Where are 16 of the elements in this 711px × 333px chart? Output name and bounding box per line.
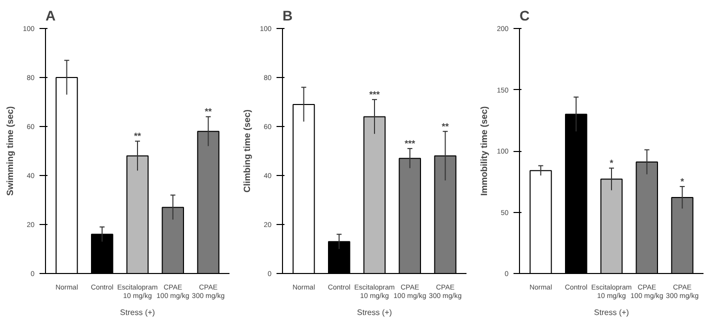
annotation: **: [134, 131, 142, 142]
y-axis-title: Immobility time (sec): [478, 106, 489, 196]
annotation: **: [442, 121, 450, 132]
annotation: **: [204, 106, 212, 117]
annotation: ***: [369, 90, 380, 100]
y-axis-title: Climbing time (sec): [242, 109, 252, 193]
annotation: *: [680, 176, 685, 187]
annotation: *: [610, 158, 614, 168]
text: Stress (+): [120, 308, 156, 317]
chart-title: B: [282, 8, 293, 24]
text: Stress (+): [594, 308, 630, 317]
annotation: ***: [404, 138, 416, 149]
chart-title: A: [46, 8, 56, 24]
y-axis-title: Swimming time (sec): [4, 106, 15, 196]
text: Stress (+): [357, 308, 392, 317]
chart-title: C: [520, 8, 530, 24]
